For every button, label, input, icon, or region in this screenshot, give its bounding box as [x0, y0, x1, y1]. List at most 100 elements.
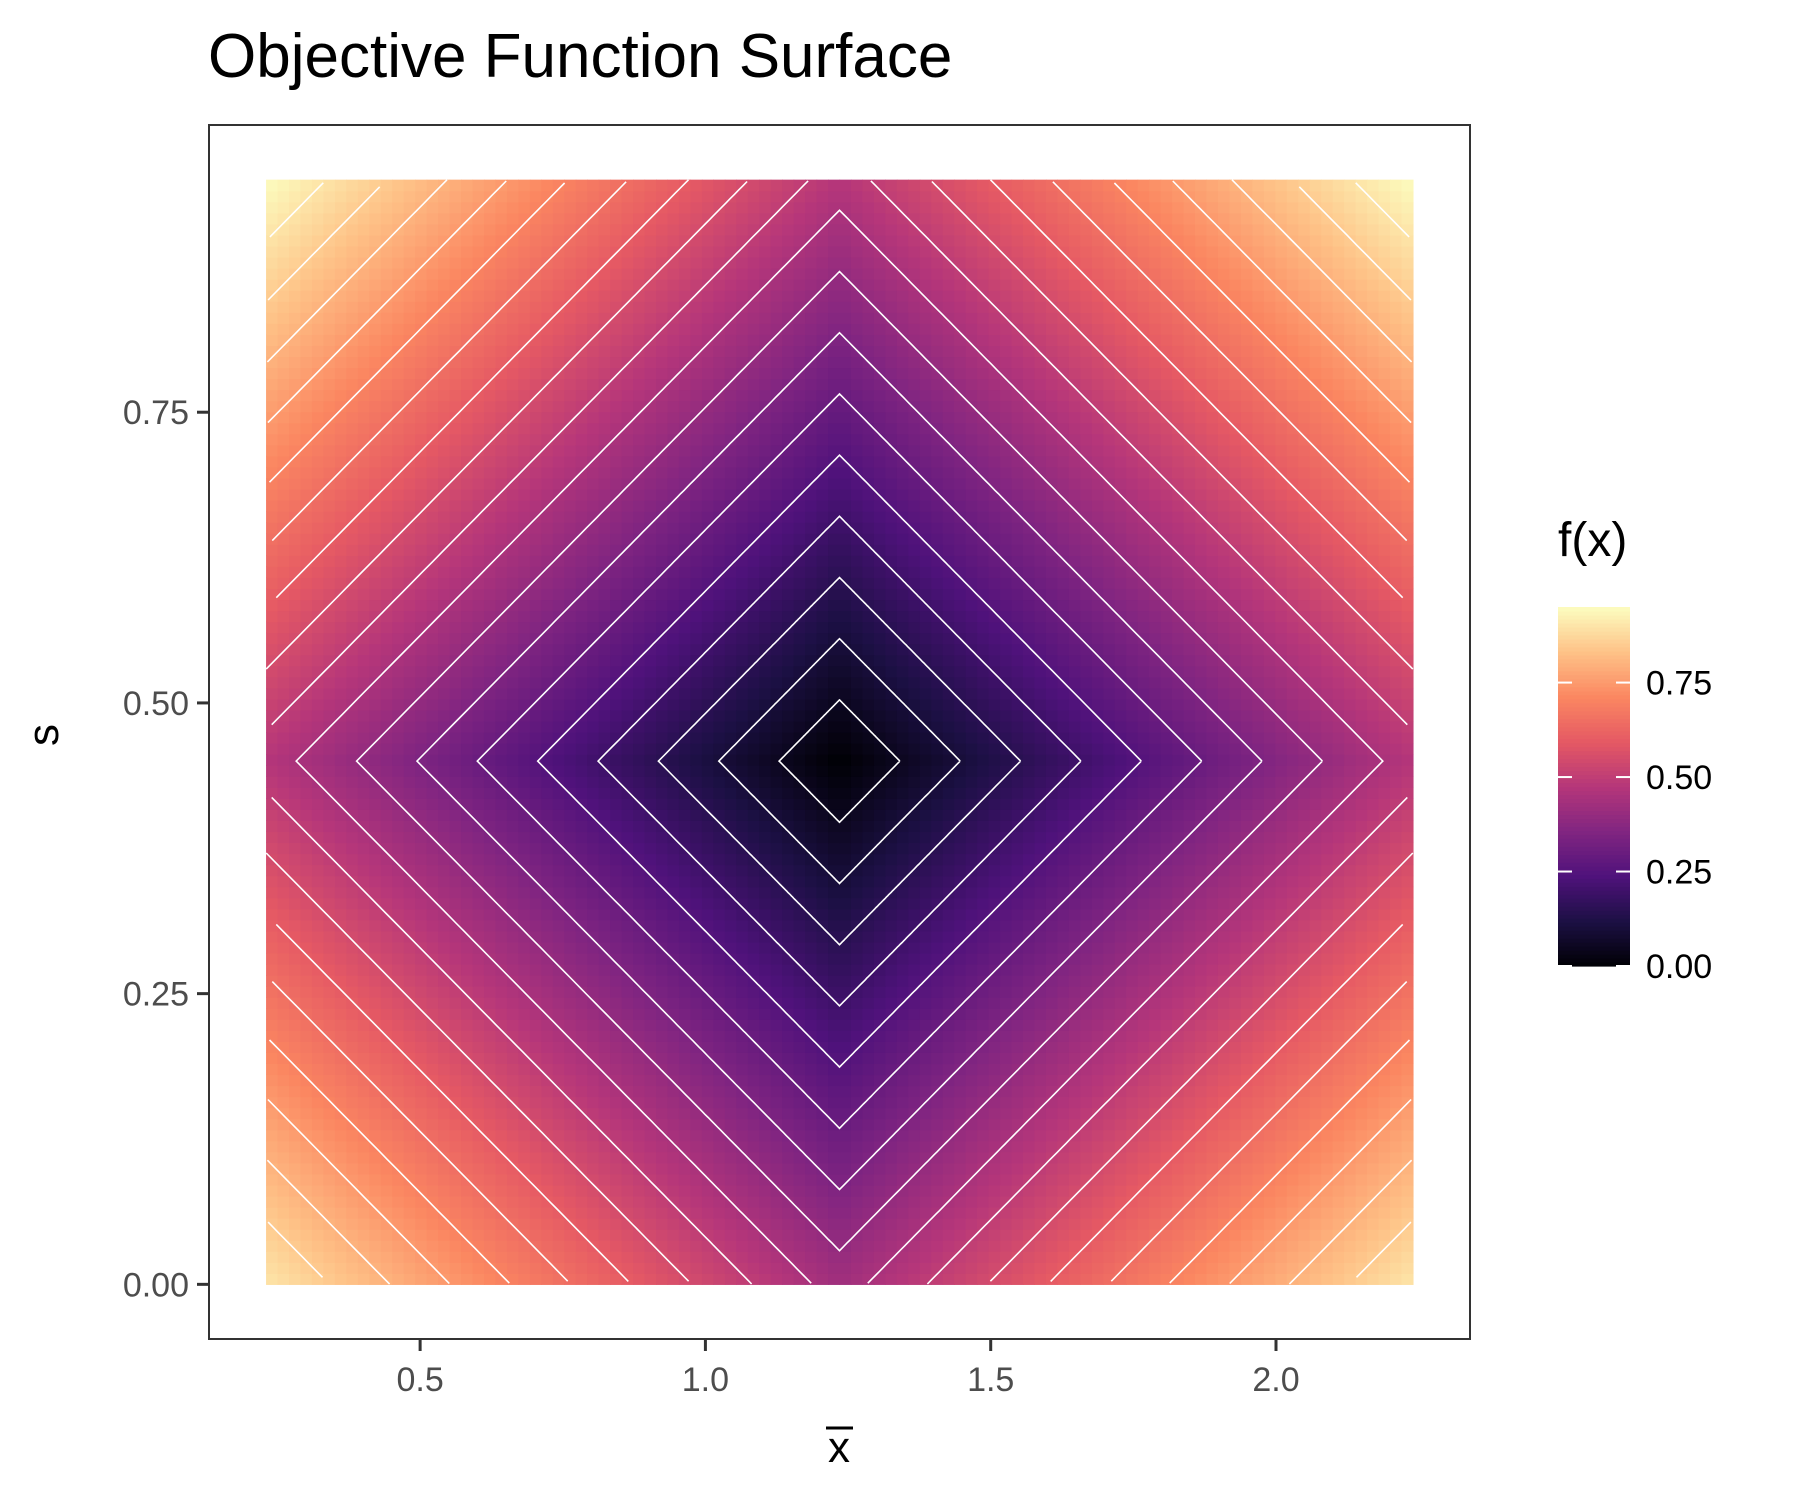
heatmap-tile: [908, 1140, 921, 1153]
heatmap-tile: [1172, 1251, 1185, 1263]
heatmap-tile: [1080, 1085, 1093, 1098]
heatmap-tile: [850, 765, 864, 777]
heatmap-tile: [483, 1262, 497, 1274]
heatmap-tile: [1263, 1129, 1276, 1142]
heatmap-tile: [575, 1096, 588, 1109]
heatmap-tile: [449, 732, 462, 744]
heatmap-tile: [598, 743, 611, 755]
heatmap-tile: [816, 820, 829, 833]
heatmap-tile: [552, 1229, 565, 1241]
heatmap-tile: [1275, 732, 1288, 744]
heatmap-tile: [426, 1229, 439, 1241]
heatmap-tile: [357, 864, 370, 877]
heatmap-tile: [552, 952, 565, 965]
heatmap-tile: [701, 1129, 714, 1142]
heatmap-tile: [266, 1162, 279, 1175]
heatmap-tile: [392, 1251, 405, 1263]
heatmap-tile: [942, 963, 955, 976]
heatmap-tile: [1172, 1019, 1185, 1031]
heatmap-tile: [438, 853, 451, 866]
heatmap-tile: [438, 1107, 451, 1120]
heatmap-tile: [931, 853, 944, 866]
heatmap-tile: [747, 1173, 760, 1186]
heatmap-tile: [472, 798, 485, 810]
heatmap-tile: [1023, 776, 1036, 788]
heatmap-tile: [1195, 897, 1208, 910]
heatmap-tile: [862, 1052, 875, 1065]
heatmap-tile: [598, 1262, 611, 1274]
heatmap-tile: [564, 732, 577, 744]
heatmap-tile: [357, 1240, 370, 1252]
heatmap-tile: [346, 864, 359, 877]
heatmap-tile: [988, 975, 1001, 987]
heatmap-tile: [1011, 963, 1024, 976]
heatmap-tile: [724, 1041, 737, 1053]
heatmap-tile: [311, 1063, 324, 1076]
heatmap-tile: [1160, 1273, 1173, 1285]
heatmap-tile: [747, 1195, 760, 1208]
heatmap-tile: [1275, 997, 1288, 1009]
heatmap-tile: [724, 1140, 737, 1153]
heatmap-tile: [736, 1140, 749, 1153]
heatmap-tile: [1195, 1129, 1208, 1142]
heatmap-tile: [1160, 997, 1173, 1009]
heatmap-tile: [1045, 842, 1059, 855]
heatmap-tile: [954, 1074, 967, 1087]
heatmap-tile: [701, 1229, 714, 1241]
heatmap-tile: [839, 886, 852, 899]
heatmap-tile: [1321, 908, 1334, 921]
heatmap-tile: [289, 1052, 302, 1065]
heatmap-tile: [1103, 875, 1116, 888]
heatmap-tile: [1114, 765, 1127, 777]
heatmap-tile: [1378, 1173, 1391, 1186]
heatmap-tile: [1367, 875, 1380, 888]
heatmap-tile: [656, 831, 669, 844]
heatmap-tile: [518, 1229, 531, 1241]
heatmap-tile: [575, 809, 588, 821]
heatmap-tile: [1045, 1008, 1059, 1020]
heatmap-tile: [1172, 963, 1185, 976]
heatmap-tile: [1045, 1107, 1059, 1120]
heatmap-tile: [483, 853, 497, 866]
heatmap-tile: [1217, 831, 1231, 844]
heatmap-tile: [1309, 1273, 1322, 1285]
heatmap-tile: [793, 1063, 806, 1076]
heatmap-tile: [323, 765, 336, 777]
heatmap-tile: [518, 952, 531, 965]
heatmap-tile: [873, 1262, 886, 1274]
heatmap-tile: [644, 787, 657, 799]
heatmap-tile: [816, 1229, 829, 1241]
heatmap-tile: [438, 1041, 451, 1053]
heatmap-tile: [1367, 1107, 1380, 1120]
heatmap-tile: [415, 831, 428, 844]
heatmap-tile: [656, 1173, 669, 1186]
heatmap-tile: [850, 1052, 864, 1065]
heatmap-tile: [816, 1195, 829, 1208]
heatmap-tile: [495, 1030, 508, 1042]
heatmap-tile: [1378, 963, 1391, 976]
heatmap-tile: [461, 776, 474, 788]
heatmap-tile: [1045, 1041, 1059, 1053]
heatmap-tile: [931, 1096, 944, 1109]
heatmap-tile: [380, 897, 393, 910]
heatmap-tile: [403, 1052, 416, 1065]
heatmap-tile: [724, 1162, 737, 1175]
heatmap-tile: [1057, 1008, 1070, 1020]
heatmap-tile: [1126, 1195, 1139, 1208]
heatmap-tile: [610, 975, 623, 987]
heatmap-tile: [1160, 897, 1173, 910]
heatmap-tile: [380, 1107, 393, 1120]
heatmap-tile: [1045, 1251, 1059, 1263]
heatmap-tile: [1172, 1107, 1185, 1120]
heatmap-tile: [346, 1262, 359, 1274]
heatmap-tile: [300, 1008, 313, 1020]
heatmap-tile: [552, 1107, 565, 1120]
heatmap-tile: [896, 776, 909, 788]
heatmap-tile: [277, 1184, 290, 1197]
heatmap-tile: [1137, 1085, 1150, 1098]
heatmap-tile: [403, 875, 416, 888]
heatmap-tile: [919, 1273, 932, 1285]
heatmap-tile: [529, 963, 542, 976]
heatmap-tile: [587, 864, 600, 877]
heatmap-tile: [575, 798, 588, 810]
